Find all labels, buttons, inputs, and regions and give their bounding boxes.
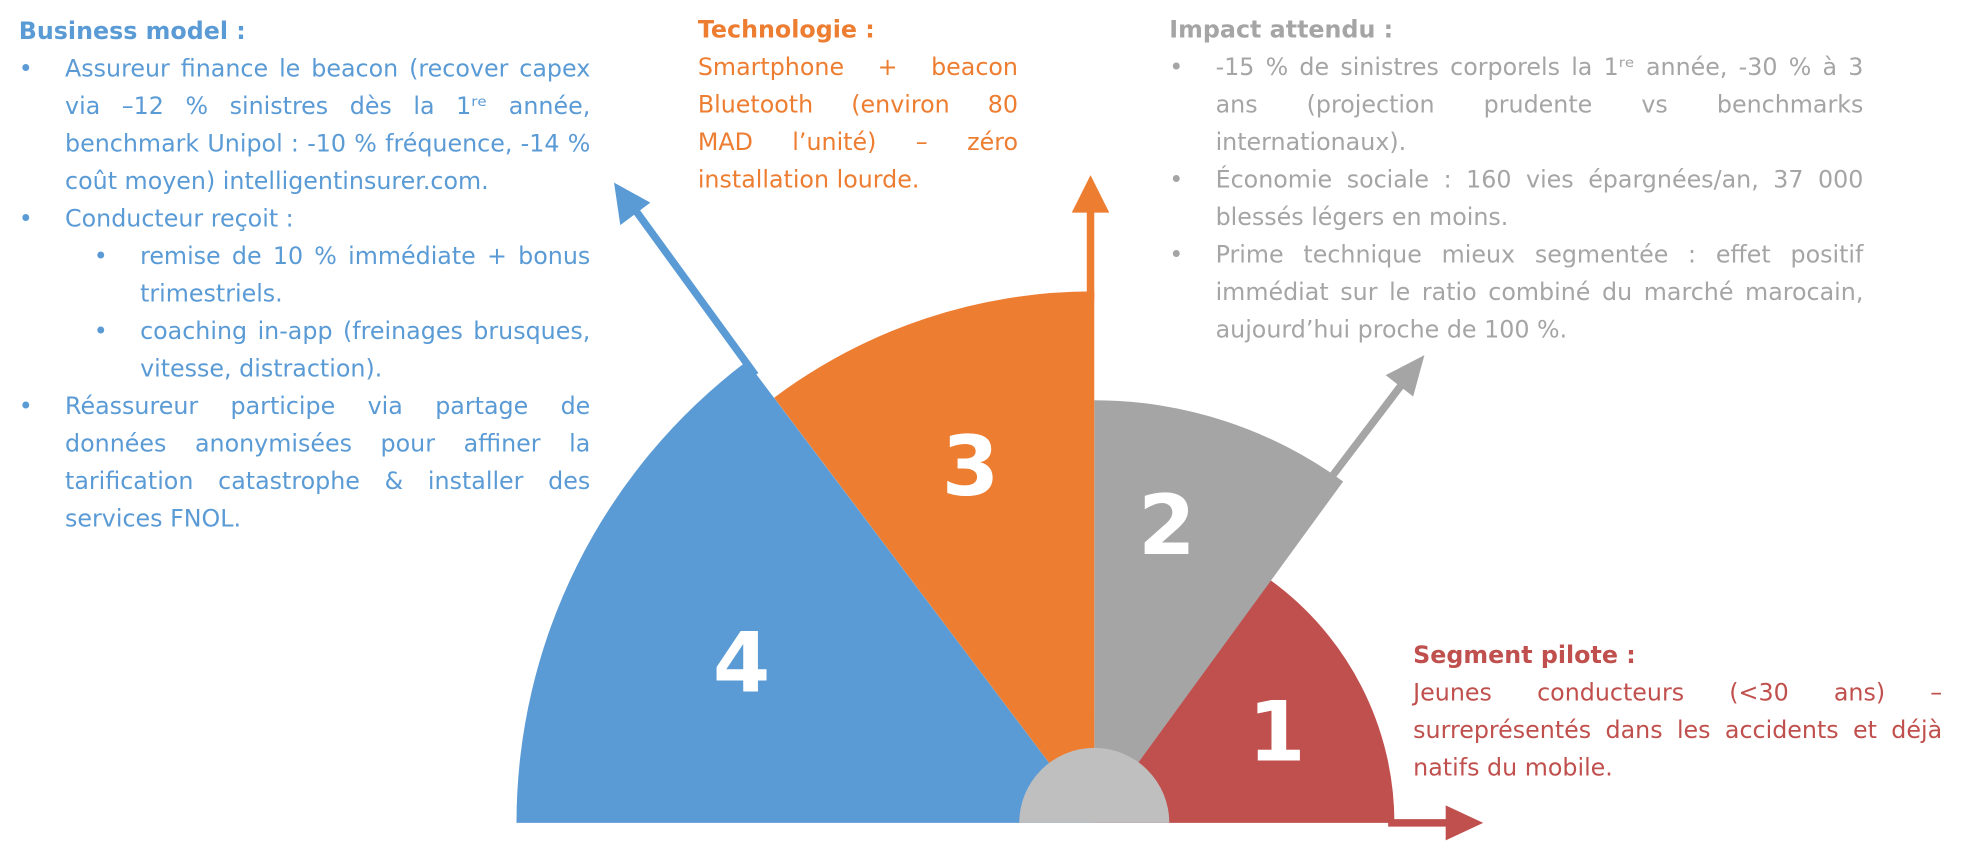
number: 2 xyxy=(1138,478,1195,574)
sublist: remise de 10 % immédiate + bonus trimest… xyxy=(65,238,590,388)
title: Technologie : xyxy=(697,16,875,44)
title: Segment pilote : xyxy=(1413,641,1636,670)
number: 4 xyxy=(713,616,770,712)
item: Conducteur reçoit : remise de 10 % imméd… xyxy=(19,200,591,388)
number: 3 xyxy=(942,419,999,515)
number: 1 xyxy=(1248,684,1305,780)
item: Économie sociale : 160 vies épargnées/an… xyxy=(1169,161,1863,236)
technologie: Technologie : Smartphone + beacon Blueto… xyxy=(698,11,1018,199)
subitem: remise de 10 % immédiate + bonus trimest… xyxy=(65,238,590,313)
item: Réassureur participe via partage de donn… xyxy=(19,388,591,538)
item: Prime technique mieux segmentée : effet … xyxy=(1169,236,1863,349)
segment-2 xyxy=(1094,400,1344,823)
list: Assureur finance le beacon (recover cape… xyxy=(19,50,591,538)
item-text: Conducteur reçoit : xyxy=(65,205,294,233)
text: Jeunes conducteurs (<30 ans) – surreprés… xyxy=(1413,679,1943,782)
title: Impact attendu : xyxy=(1169,16,1394,44)
text: Smartphone + beacon Bluetooth (environ 8… xyxy=(697,53,1018,194)
arrows xyxy=(614,175,1484,841)
segment-4 xyxy=(516,361,1095,823)
title: Business model : xyxy=(18,17,246,46)
list: -15 % de sinistres corporels la 1ʳᵉ anné… xyxy=(1169,49,1863,349)
center xyxy=(1019,747,1170,823)
subitem: coaching in-app (freinages brusques, vit… xyxy=(65,313,590,388)
impact: Impact attendu : -15 % de sinistres corp… xyxy=(1169,11,1863,349)
segment-3 xyxy=(774,291,1095,823)
segment: Segment pilote : Jeunes conducteurs (<30… xyxy=(1413,637,1942,787)
business-model: Business model : Assureur finance le bea… xyxy=(19,13,591,538)
segment-1 xyxy=(1094,580,1395,823)
item: Assureur finance le beacon (recover cape… xyxy=(19,50,591,200)
item: -15 % de sinistres corporels la 1ʳᵉ anné… xyxy=(1169,49,1863,162)
